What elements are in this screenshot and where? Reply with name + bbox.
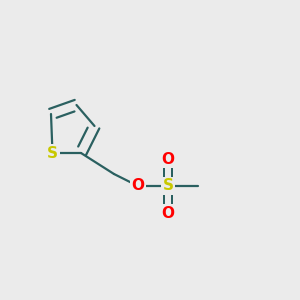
- Text: O: O: [161, 206, 175, 220]
- Text: O: O: [131, 178, 145, 194]
- Text: O: O: [161, 152, 175, 166]
- Text: S: S: [47, 146, 58, 160]
- Text: S: S: [163, 178, 173, 194]
